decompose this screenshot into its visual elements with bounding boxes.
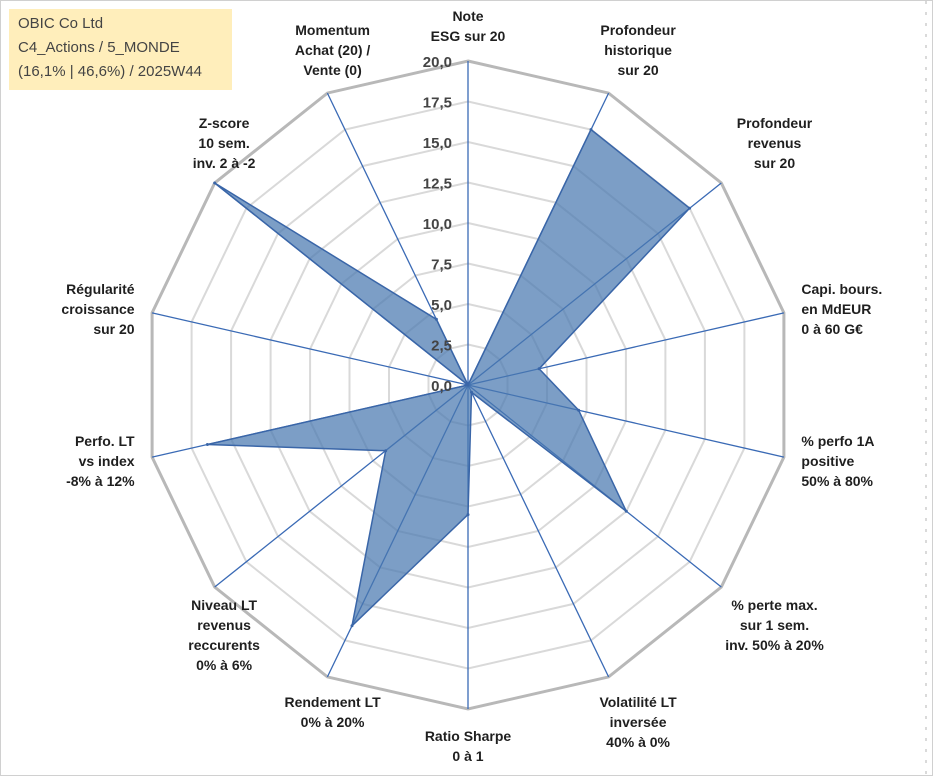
axis-labels: Note ESG sur 20 Profondeur historique sur 20… [61, 8, 882, 764]
data-point [577, 408, 581, 412]
tick-label: 15,0 [423, 135, 452, 152]
portfolio-label: C4_Actions / 5_MONDE [18, 39, 180, 56]
company-name: OBIC Co Ltd [18, 15, 104, 32]
axis-spoke [151, 312, 469, 386]
axis-label: Rendement LT [284, 694, 381, 710]
axis-label: sur 20 [754, 155, 795, 171]
series-area [205, 128, 692, 628]
data-point [624, 509, 628, 513]
axis-label: historique [604, 42, 672, 58]
axis-label: Volatilité LT [599, 694, 677, 710]
tick-label: 5,0 [431, 297, 452, 314]
scroll-edge-marker [925, 1, 927, 775]
axis-label: 50% à 80% [801, 473, 873, 489]
axis-label: inversée [610, 714, 667, 730]
axis-label: Régularité [66, 281, 135, 297]
axis-label: 40% à 0% [606, 734, 670, 750]
tick-label: 17,5 [423, 95, 452, 112]
axis-label: ESG sur 20 [431, 28, 506, 44]
axis-label: sur 20 [617, 62, 658, 78]
tick-label: 0,0 [431, 378, 452, 395]
axis-label: Profondeur [600, 22, 676, 38]
stats-label: (16,1% | 46,6%) / 2025W44 [18, 63, 202, 80]
axis-label: % perte max. [731, 597, 817, 613]
axis-label: positive [801, 453, 854, 469]
data-point [537, 367, 541, 371]
axis-label: reccurents [188, 637, 260, 653]
axis-spoke [467, 384, 610, 678]
data-point [205, 443, 209, 446]
axis-label: sur 20 [93, 321, 134, 337]
axis-label: 10 sem. [198, 135, 249, 151]
tick-label: 10,0 [423, 216, 452, 233]
data-point [350, 624, 354, 628]
data-point [466, 383, 470, 387]
axis-label: vs index [79, 453, 135, 469]
axis-label: Note [452, 8, 483, 24]
tick-label: 12,5 [423, 176, 452, 193]
axis-label: Niveau LT [191, 597, 257, 613]
axis-label: 0% à 20% [301, 714, 365, 730]
data-point [688, 206, 692, 210]
axis-label: Profondeur [737, 115, 813, 131]
axis-label: -8% à 12% [66, 473, 135, 489]
axis-label: Momentum [295, 22, 370, 38]
data-point [434, 317, 438, 321]
data-point [589, 128, 593, 132]
axis-label: inv. 2 à -2 [193, 155, 256, 171]
axis-label: croissance [61, 301, 134, 317]
axis-label: 0 à 60 G€ [801, 321, 863, 337]
info-box: OBIC Co Ltd C4_Actions / 5_MONDE (16,1% … [9, 9, 232, 90]
axis-label: revenus [197, 617, 251, 633]
data-point [466, 513, 470, 517]
axis-label: Z-score [199, 115, 250, 131]
axis-label: en MdEUR [801, 301, 871, 317]
tick-label: 2,5 [431, 338, 452, 355]
tick-label: 20,0 [423, 54, 452, 71]
axis-label: inv. 50% à 20% [725, 637, 824, 653]
axis-label: sur 1 sem. [740, 617, 809, 633]
axis-label: Vente (0) [303, 62, 361, 78]
axis-label: revenus [748, 135, 802, 151]
axis-label: Capi. bours. [801, 281, 882, 297]
axis-label: % perfo 1A [801, 433, 874, 449]
data-point [213, 181, 217, 185]
tick-label: 7,5 [431, 257, 452, 274]
axis-label: Ratio Sharpe [425, 728, 512, 744]
tick-labels: 0,0 2,5 5,0 7,5 10,0 12,5 15,0 17,5 20,0 [423, 54, 452, 395]
data-point [384, 449, 388, 453]
axis-label: 0 à 1 [452, 748, 483, 764]
data-point [470, 390, 473, 394]
axis-label: Achat (20) / [295, 42, 371, 58]
axis-label: Perfo. LT [75, 433, 135, 449]
axis-label: 0% à 6% [196, 657, 253, 673]
